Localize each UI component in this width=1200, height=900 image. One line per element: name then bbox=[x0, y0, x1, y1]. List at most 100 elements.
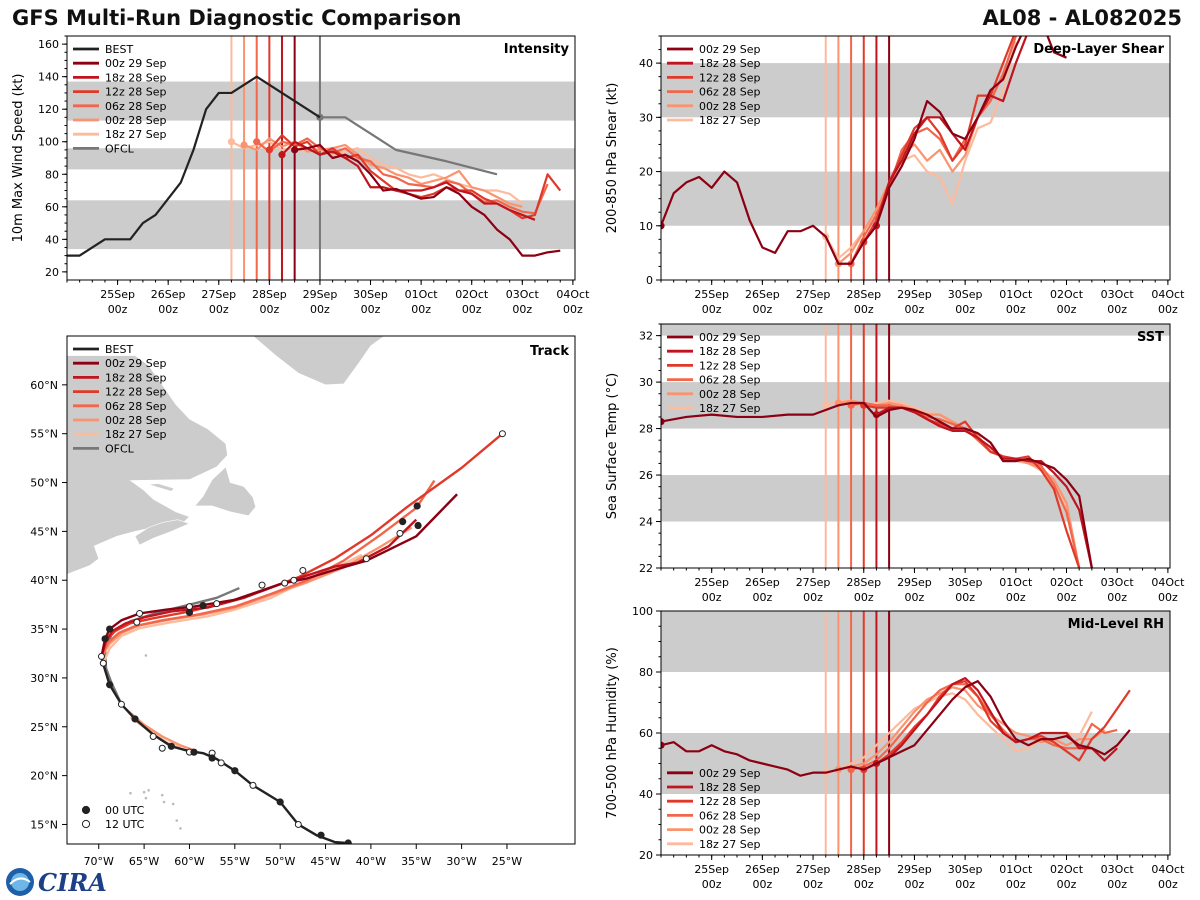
marker-legend-label: 12 UTC bbox=[105, 818, 145, 831]
track-marker-00utc bbox=[317, 831, 325, 839]
storm-id-title: AL08 - AL082025 bbox=[982, 6, 1183, 30]
series-00z-29-sep bbox=[661, 680, 1131, 777]
track-marker-00utc bbox=[231, 767, 239, 775]
x-tick-label: 02Oct bbox=[1050, 863, 1084, 876]
legend-label: 06z 28 Sep bbox=[105, 400, 167, 413]
y-tick-label: 60 bbox=[639, 727, 653, 740]
axes-frame bbox=[66, 335, 576, 845]
x-tick-label: 04Oct bbox=[556, 288, 590, 301]
x-tick-label: 04Oct bbox=[1151, 576, 1185, 589]
legend-label: 06z 28 Sep bbox=[699, 86, 761, 99]
track-marker-12utc bbox=[149, 733, 157, 741]
y-tick-label: 25°N bbox=[30, 721, 58, 734]
legend-label: 18z 28 Sep bbox=[699, 781, 761, 794]
plot-area bbox=[661, 611, 1170, 855]
land-island-9 bbox=[144, 654, 148, 657]
legend-label: 18z 28 Sep bbox=[699, 345, 761, 358]
series-00z-28-sep bbox=[838, 686, 1106, 771]
x-tick-label: 29Sep bbox=[897, 863, 932, 876]
y-tick-label: 80 bbox=[45, 168, 59, 181]
track-marker-12utc bbox=[133, 618, 141, 626]
track-marker-12utc bbox=[299, 566, 307, 574]
legend-label: 00z 28 Sep bbox=[105, 414, 167, 427]
x-tick-label: 27Sep bbox=[796, 288, 831, 301]
x-tick-label: 03Oct bbox=[506, 288, 540, 301]
cira-logo: CIRA bbox=[6, 868, 107, 897]
x-tick-label-hour: 00z bbox=[1006, 303, 1026, 316]
plot-area bbox=[661, 36, 1170, 280]
legend-label: 00z 28 Sep bbox=[699, 824, 761, 837]
legend-label: 06z 28 Sep bbox=[699, 809, 761, 822]
track-marker-12utc bbox=[258, 581, 266, 589]
threshold-band-1 bbox=[67, 148, 575, 170]
land-island-1 bbox=[142, 790, 146, 794]
legend-label: 18z 27 Sep bbox=[105, 428, 167, 441]
threshold-band-0 bbox=[661, 475, 1170, 522]
x-tick-label-hour: 00z bbox=[955, 591, 975, 604]
land-newfoundland bbox=[194, 466, 257, 517]
y-tick-label: 40 bbox=[45, 233, 59, 246]
y-tick-label: 0 bbox=[646, 274, 653, 287]
svg-text:CIRA: CIRA bbox=[38, 868, 107, 897]
series-00z-29-sep bbox=[661, 401, 1093, 568]
x-tick-label-hour: 00z bbox=[702, 591, 722, 604]
y-tick-label: 28 bbox=[639, 423, 653, 436]
x-tick-label-hour: 00z bbox=[702, 878, 722, 891]
x-tick-label-hour: 00z bbox=[854, 878, 874, 891]
track-best bbox=[100, 656, 349, 844]
track-marker-12utc bbox=[294, 820, 302, 828]
series-18z-27-sep bbox=[824, 41, 1017, 260]
x-tick-label: 30°W bbox=[446, 855, 476, 868]
x-tick-label-hour: 00z bbox=[905, 591, 925, 604]
x-tick-label: 25Sep bbox=[100, 288, 135, 301]
land-island-0 bbox=[129, 791, 132, 795]
x-tick-label: 30Sep bbox=[353, 288, 388, 301]
track-marker-12utc bbox=[158, 744, 166, 752]
legend-label: 12z 28 Sep bbox=[699, 359, 761, 372]
legend-label: 18z 28 Sep bbox=[105, 71, 167, 84]
track-marker-12utc bbox=[396, 529, 404, 537]
series-best bbox=[67, 75, 321, 257]
legend-label: 06z 28 Sep bbox=[699, 374, 761, 387]
track-00z-28-sep bbox=[125, 708, 195, 752]
x-tick-label: 03Oct bbox=[1101, 576, 1135, 589]
x-tick-label: 29Sep bbox=[897, 288, 932, 301]
track-marker-00utc bbox=[190, 748, 198, 756]
threshold-band-1 bbox=[661, 611, 1170, 672]
x-tick-label-hour: 00z bbox=[905, 878, 925, 891]
main-title: GFS Multi-Run Diagnostic Comparison bbox=[12, 6, 462, 30]
legend-label: 12z 28 Sep bbox=[105, 86, 167, 99]
x-tick-label-hour: 00z bbox=[854, 303, 874, 316]
x-tick-label: 02Oct bbox=[1050, 576, 1084, 589]
panel-title: Intensity bbox=[504, 42, 570, 57]
y-tick-label: 35°N bbox=[30, 623, 58, 636]
track-marker-12utc bbox=[213, 600, 221, 608]
legend-label: 00z 29 Sep bbox=[105, 57, 167, 70]
y-tick-label: 45°N bbox=[30, 525, 58, 538]
x-tick-label: 25°W bbox=[492, 855, 522, 868]
y-tick-label: 10 bbox=[639, 220, 653, 233]
legend-label: 00z 28 Sep bbox=[699, 100, 761, 113]
track-marker-00utc bbox=[413, 502, 421, 510]
land-island-6 bbox=[171, 802, 175, 806]
y-tick-label: 50°N bbox=[30, 477, 58, 490]
track-marker-12utc bbox=[99, 659, 107, 667]
x-tick-label: 03Oct bbox=[1101, 288, 1135, 301]
x-tick-label: 30Sep bbox=[948, 288, 983, 301]
panel-title: SST bbox=[1137, 330, 1164, 345]
y-tick-label: 55°N bbox=[30, 428, 58, 441]
panel-intensity: 20 40 60 80 100 120 140 160 25Sep 00z 26Sep 00z 27Se… bbox=[11, 35, 590, 316]
series-06z-28-sep bbox=[850, 683, 1118, 771]
x-tick-label-hour: 00z bbox=[803, 303, 823, 316]
y-tick-label: 120 bbox=[38, 103, 59, 116]
legend-label: 18z 28 Sep bbox=[699, 57, 761, 70]
marker-legend-symbol bbox=[81, 819, 91, 829]
x-tick-label: 25Sep bbox=[694, 863, 729, 876]
x-tick-label: 26Sep bbox=[745, 863, 780, 876]
x-tick-label-hour: 00z bbox=[1057, 878, 1077, 891]
x-tick-label-hour: 00z bbox=[803, 591, 823, 604]
legend-label: 00z 29 Sep bbox=[699, 767, 761, 780]
